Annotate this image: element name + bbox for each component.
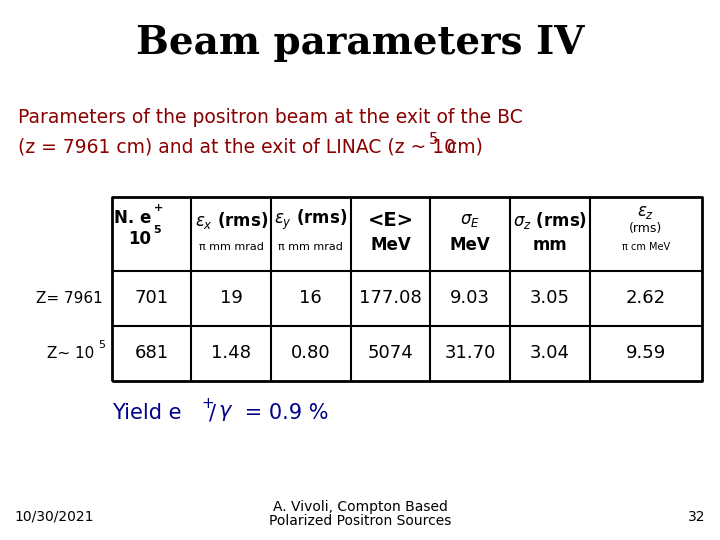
Text: MeV: MeV xyxy=(370,235,411,254)
Text: 31.70: 31.70 xyxy=(444,344,496,362)
Text: 5: 5 xyxy=(98,340,105,350)
Text: Z~ 10: Z~ 10 xyxy=(47,346,94,361)
Text: Z= 7961: Z= 7961 xyxy=(36,291,103,306)
Text: A. Vivoli, Compton Based: A. Vivoli, Compton Based xyxy=(273,500,447,514)
Text: 5074: 5074 xyxy=(368,344,413,362)
Text: /: / xyxy=(209,403,216,423)
Text: mm: mm xyxy=(533,235,567,254)
Text: π mm mrad: π mm mrad xyxy=(199,242,264,252)
Text: $\gamma$: $\gamma$ xyxy=(218,403,233,423)
Text: 9.03: 9.03 xyxy=(450,289,490,307)
Text: 19: 19 xyxy=(220,289,243,307)
Text: 0.80: 0.80 xyxy=(291,344,330,362)
Text: 5: 5 xyxy=(153,225,161,235)
Text: +: + xyxy=(202,396,215,411)
Text: 10/30/2021: 10/30/2021 xyxy=(14,510,94,524)
Text: 2.62: 2.62 xyxy=(626,289,666,307)
Text: MeV: MeV xyxy=(450,235,490,254)
Text: Yield e: Yield e xyxy=(112,403,181,423)
Text: cm): cm) xyxy=(441,138,483,157)
Text: = 0.9 %: = 0.9 % xyxy=(238,403,328,423)
Text: $\sigma_z$ (rms): $\sigma_z$ (rms) xyxy=(513,210,587,231)
Text: 1.48: 1.48 xyxy=(211,344,251,362)
Text: 16: 16 xyxy=(300,289,323,307)
Text: 32: 32 xyxy=(688,510,706,524)
Text: 10: 10 xyxy=(128,230,151,248)
Text: 177.08: 177.08 xyxy=(359,289,422,307)
Text: <E>: <E> xyxy=(368,211,413,230)
Text: N. e: N. e xyxy=(114,208,151,227)
Text: Beam parameters IV: Beam parameters IV xyxy=(136,24,584,62)
Text: $\varepsilon_x$ (rms): $\varepsilon_x$ (rms) xyxy=(194,210,268,231)
Text: π mm mrad: π mm mrad xyxy=(279,242,343,252)
Text: 701: 701 xyxy=(135,289,168,307)
Text: 5: 5 xyxy=(429,132,438,147)
Text: $\varepsilon_y$ (rms): $\varepsilon_y$ (rms) xyxy=(274,208,348,232)
Text: π cm MeV: π cm MeV xyxy=(622,242,670,252)
Text: $\varepsilon_z$: $\varepsilon_z$ xyxy=(637,203,654,221)
Text: Polarized Positron Sources: Polarized Positron Sources xyxy=(269,514,451,528)
Text: 3.04: 3.04 xyxy=(530,344,570,362)
Text: $\sigma_E$: $\sigma_E$ xyxy=(460,211,480,230)
Text: +: + xyxy=(153,203,163,213)
Text: (z = 7961 cm) and at the exit of LINAC (z ~ 10: (z = 7961 cm) and at the exit of LINAC (… xyxy=(18,138,456,157)
Text: 681: 681 xyxy=(135,344,168,362)
Text: 9.59: 9.59 xyxy=(626,344,666,362)
Text: (rms): (rms) xyxy=(629,222,662,235)
Text: 3.05: 3.05 xyxy=(530,289,570,307)
Text: Parameters of the positron beam at the exit of the BC: Parameters of the positron beam at the e… xyxy=(18,108,523,127)
